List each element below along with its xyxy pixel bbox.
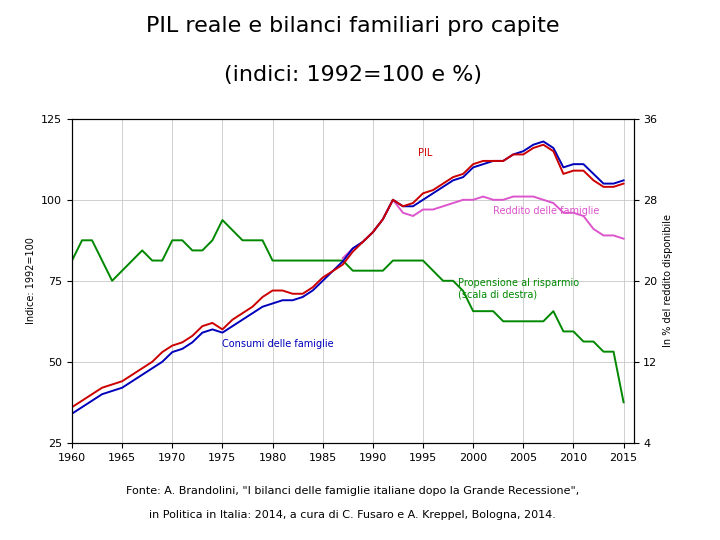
Y-axis label: In % del reddito disponibile: In % del reddito disponibile	[663, 214, 673, 347]
Y-axis label: Indice: 1992=100: Indice: 1992=100	[26, 238, 35, 324]
Text: Consumi delle famiglie: Consumi delle famiglie	[222, 339, 334, 349]
Text: PIL reale e bilanci familiari pro capite: PIL reale e bilanci familiari pro capite	[146, 16, 559, 36]
Text: (indici: 1992=100 e %): (indici: 1992=100 e %)	[224, 65, 482, 85]
Text: in Politica in Italia: 2014, a cura di C. Fusaro e A. Kreppel, Bologna, 2014.: in Politica in Italia: 2014, a cura di C…	[149, 510, 557, 521]
Text: Propensione al risparmio
(scala di destra): Propensione al risparmio (scala di destr…	[458, 278, 579, 299]
Text: PIL: PIL	[418, 147, 433, 158]
Text: Fonte: A. Brandolini, "I bilanci delle famiglie italiane dopo la Grande Recessio: Fonte: A. Brandolini, "I bilanci delle f…	[126, 486, 580, 496]
Text: Reddito delle famiglie: Reddito delle famiglie	[493, 206, 600, 217]
